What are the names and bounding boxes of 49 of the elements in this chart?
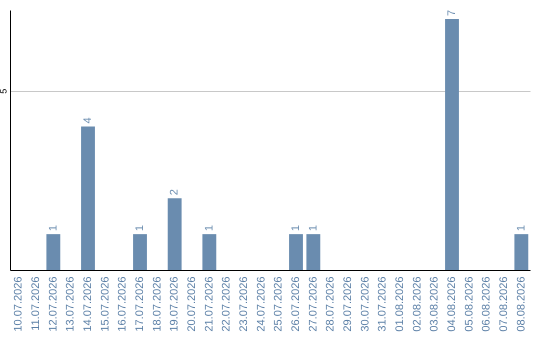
x-tick-label: 14.07.2026 bbox=[82, 276, 94, 332]
bar bbox=[306, 234, 320, 270]
data-label: 7 bbox=[446, 10, 458, 16]
x-tick-label: 04.08.2026 bbox=[446, 276, 458, 332]
bar bbox=[445, 18, 459, 270]
x-tick-label: 08.08.2026 bbox=[515, 276, 528, 332]
bar bbox=[168, 198, 182, 270]
bar bbox=[81, 126, 95, 270]
x-tick-label: 22.07.2026 bbox=[220, 276, 233, 332]
x-tick-label: 12.07.2026 bbox=[47, 276, 60, 332]
x-tick-label: 31.07.2026 bbox=[376, 276, 389, 332]
x-tick-label: 29.07.2026 bbox=[342, 276, 354, 332]
x-tick-label: 20.07.2026 bbox=[186, 276, 198, 332]
x-tick-label: 24.07.2026 bbox=[255, 276, 268, 332]
x-tick-label: 28.07.2026 bbox=[324, 276, 337, 332]
x-tick-label: 16.07.2026 bbox=[116, 276, 129, 332]
data-label: 1 bbox=[515, 225, 528, 232]
x-tick-label: 15.07.2026 bbox=[99, 276, 112, 332]
x-tick-label: 11.07.2026 bbox=[30, 276, 42, 331]
bar bbox=[133, 234, 147, 270]
x-tick-label: 23.07.2026 bbox=[238, 276, 250, 332]
data-label: 1 bbox=[290, 225, 302, 232]
x-tick-label: 21.07.2026 bbox=[203, 276, 216, 332]
x-tick-label: 19.07.2026 bbox=[168, 276, 181, 332]
x-tick-label: 13.07.2026 bbox=[64, 276, 77, 332]
y-tick-label: 5 bbox=[0, 88, 8, 94]
x-tick-label: 02.08.2026 bbox=[411, 276, 424, 332]
x-tick-label: 05.08.2026 bbox=[463, 276, 476, 332]
x-tick-label: 18.07.2026 bbox=[151, 276, 164, 332]
x-tick-label: 06.08.2026 bbox=[480, 276, 493, 332]
x-tick-label: 30.07.2026 bbox=[359, 276, 372, 332]
x-tick-label: 25.07.2026 bbox=[272, 276, 285, 332]
data-label: 1 bbox=[307, 225, 320, 232]
x-tick-label: 26.07.2026 bbox=[290, 276, 302, 332]
x-tick-label: 27.07.2026 bbox=[307, 276, 320, 332]
data-label: 1 bbox=[134, 225, 146, 232]
x-tick-label: 07.08.2026 bbox=[498, 276, 510, 332]
bar bbox=[289, 234, 303, 270]
x-tick-label: 17.07.2026 bbox=[134, 276, 146, 332]
x-tick-label: 01.08.2026 bbox=[394, 276, 406, 332]
x-tick-label: 10.07.2026 bbox=[12, 276, 25, 332]
data-label: 1 bbox=[203, 225, 216, 232]
x-tick-label: 03.08.2026 bbox=[428, 276, 441, 332]
bar bbox=[514, 234, 528, 270]
data-label: 4 bbox=[82, 117, 94, 124]
bar bbox=[46, 234, 60, 270]
data-label: 1 bbox=[47, 225, 60, 232]
bar bbox=[202, 234, 216, 270]
data-label: 2 bbox=[168, 189, 181, 196]
